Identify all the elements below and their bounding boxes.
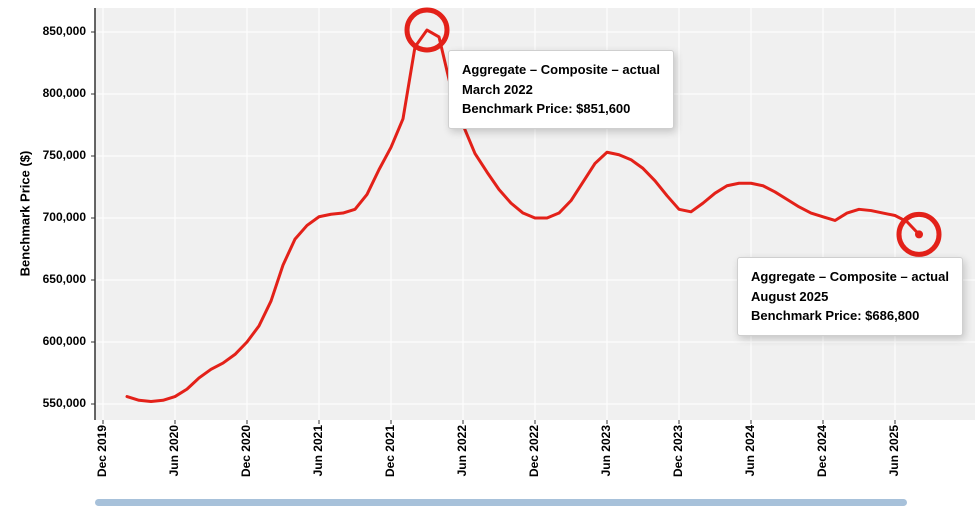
y-tick-label: 700,000 xyxy=(42,210,86,224)
tooltip-march-2022: Aggregate – Composite – actual March 202… xyxy=(448,50,674,129)
x-tick-label: Dec 2019 xyxy=(95,425,109,478)
x-tick-label: Jun 2024 xyxy=(743,425,757,477)
horizontal-scrollbar-thumb[interactable] xyxy=(95,499,907,506)
tooltip-august-2025: Aggregate – Composite – actual August 20… xyxy=(737,257,963,336)
y-tick-label: 800,000 xyxy=(42,86,86,100)
annotation-circle-peak xyxy=(404,7,450,53)
tooltip-series-label: Aggregate – Composite – actual xyxy=(462,62,660,77)
x-tick-label: Dec 2020 xyxy=(239,425,253,478)
x-tick-label: Jun 2021 xyxy=(311,425,325,477)
y-tick-label: 550,000 xyxy=(42,396,86,410)
x-tick-label: Jun 2020 xyxy=(167,425,181,477)
tooltip-date-label: August 2025 xyxy=(751,288,829,304)
x-tick-label: Jun 2025 xyxy=(887,425,901,477)
annotation-circle-latest xyxy=(896,211,942,257)
price-line[interactable] xyxy=(125,28,921,404)
x-tick-label: Jun 2023 xyxy=(599,425,613,477)
x-tick-label: Dec 2023 xyxy=(671,425,685,478)
y-tick-label: 750,000 xyxy=(42,148,86,162)
x-tick-label: Dec 2021 xyxy=(383,425,397,478)
tooltip-price-label: Benchmark Price: $851,600 xyxy=(462,101,631,116)
x-tick-label: Dec 2022 xyxy=(527,425,541,478)
tooltip-price-label: Benchmark Price: $686,800 xyxy=(751,308,920,323)
x-tick-label: Dec 2024 xyxy=(815,425,829,478)
x-tick-label: Jun 2022 xyxy=(455,425,469,477)
tooltip-date-label: March 2022 xyxy=(462,81,533,97)
y-tick-label: 600,000 xyxy=(42,334,86,348)
tooltip-series-label: Aggregate – Composite – actual xyxy=(751,269,949,284)
latest-point-dot xyxy=(915,230,923,239)
y-tick-label: 850,000 xyxy=(42,24,86,38)
y-tick-label: 650,000 xyxy=(42,272,86,286)
